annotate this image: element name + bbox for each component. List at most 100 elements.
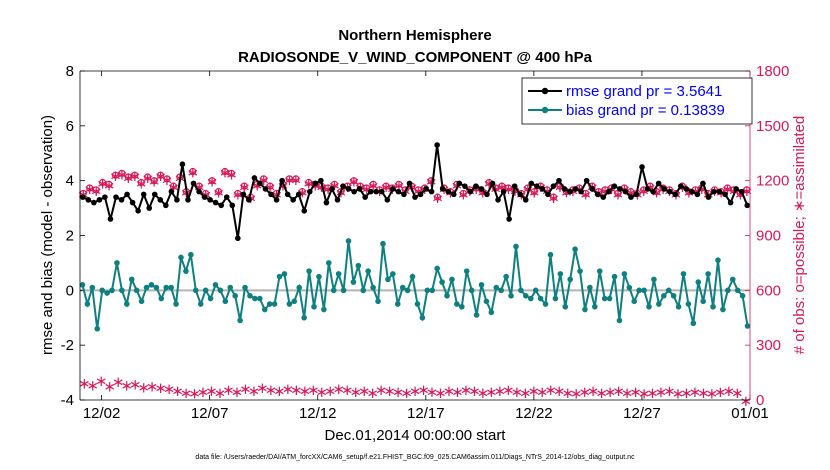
- rmse-point: [251, 175, 258, 181]
- bias-point: [508, 293, 514, 299]
- obs-assimilated-point: ∗: [103, 377, 116, 395]
- rmse-point: [617, 186, 623, 192]
- rmse-point: [666, 188, 673, 195]
- obs-assimilated-point: ∗: [655, 383, 668, 401]
- obs-assimilated-point: ∗: [273, 382, 286, 400]
- bias-point: [478, 282, 485, 288]
- rmse-point: [462, 183, 468, 189]
- rmse-point: [450, 191, 457, 198]
- obs-assimilated-point: ∗: [222, 381, 235, 399]
- obs-assimilated-point: ∗: [494, 382, 507, 400]
- bias-point: [355, 262, 362, 269]
- obs-assimilated-point: ∗: [206, 173, 219, 191]
- bias-point: [665, 287, 672, 294]
- obs-possible-point: [723, 184, 732, 192]
- obs-assimilated-point: ∗: [604, 383, 617, 401]
- rmse-point: [212, 199, 219, 206]
- obs-assimilated-point: ∗: [109, 167, 122, 185]
- bias-point: [444, 293, 450, 299]
- bias-point: [705, 271, 711, 277]
- rmse-point: [711, 188, 717, 195]
- bias-point: [340, 287, 347, 294]
- bias-point: [237, 317, 243, 324]
- obs-assimilated-point: ∗: [112, 373, 125, 391]
- rmse-point: [611, 183, 618, 189]
- obs-assimilated-point: ∗: [739, 392, 752, 410]
- bias-point: [518, 287, 524, 294]
- bias-point: [577, 268, 583, 274]
- legend-box: [521, 77, 753, 125]
- obs-possible-point: [137, 178, 145, 187]
- bias-point: [503, 273, 509, 280]
- bias-point: [572, 246, 578, 253]
- rmse-point: [661, 186, 667, 192]
- rmse-point: [434, 142, 440, 148]
- rmse-point: [495, 197, 501, 203]
- rmse-point: [113, 194, 119, 200]
- y-tick-label-right: 1500: [756, 118, 789, 135]
- bias-point: [532, 287, 539, 294]
- obs-possible-point: [208, 177, 216, 185]
- bias-point: [621, 271, 628, 277]
- rmse-point: [733, 186, 739, 192]
- obs-assimilated-point: ∗: [248, 382, 261, 400]
- rmse-point: [550, 183, 557, 189]
- rmse-point: [257, 180, 263, 187]
- bias-point: [192, 287, 199, 294]
- obs-possible-point: [98, 178, 107, 187]
- obs-assimilated-point: ∗: [612, 382, 625, 400]
- obs-assimilated-point: ∗: [205, 382, 218, 400]
- bias-point: [380, 240, 386, 247]
- bias-point: [84, 301, 91, 307]
- y-tick-label: -4: [61, 392, 74, 409]
- obs-possible-point: [337, 188, 345, 196]
- rmse-point: [539, 186, 546, 192]
- rmse-point: [644, 186, 651, 192]
- obs-assimilated-point: ∗: [332, 380, 345, 398]
- obs-assimilated-point: ∗: [663, 382, 676, 400]
- bias-point: [651, 276, 657, 283]
- obs-assimilated-point: ∗: [502, 381, 515, 399]
- bias-point: [720, 306, 726, 313]
- bias-point: [247, 293, 253, 299]
- obs-assimilated-point: ∗: [161, 171, 174, 189]
- obs-assimilated-point: ∗: [714, 383, 727, 401]
- y-tick-label: 6: [66, 118, 74, 135]
- rmse-point: [655, 180, 662, 187]
- obs-assimilated-point: ∗: [400, 384, 413, 402]
- bias-point: [232, 293, 238, 299]
- bias-point: [616, 317, 623, 324]
- y-tick-label: 8: [66, 63, 74, 80]
- rmse-point: [240, 191, 247, 198]
- bias-point: [601, 295, 608, 302]
- obs-possible-point: [260, 175, 268, 183]
- plot-background: [80, 71, 750, 400]
- rmse-point: [628, 194, 634, 200]
- bias-point: [227, 284, 234, 291]
- rmse-point: [522, 197, 529, 203]
- rmse-point: [511, 183, 518, 189]
- rmse-point: [727, 199, 734, 206]
- rmse-point: [318, 177, 324, 184]
- rmse-point: [329, 186, 335, 192]
- rmse-point: [700, 180, 706, 187]
- bias-point: [296, 284, 303, 291]
- rmse-point: [467, 188, 474, 195]
- bias-point: [104, 290, 110, 296]
- rmse-point: [157, 197, 164, 203]
- rmse-point: [284, 191, 291, 198]
- rmse-point: [312, 180, 319, 187]
- x-tick-label: 01/01: [731, 405, 769, 422]
- legend: rmse grand pr = 3.5641 bias grand pr = 0…: [521, 77, 753, 125]
- bias-point: [138, 298, 145, 305]
- obs-assimilated-point: ∗: [95, 372, 108, 390]
- obs-possible-point: [131, 171, 139, 179]
- rmse-point: [151, 191, 158, 198]
- obs-possible-point: [504, 184, 513, 192]
- obs-assimilated-point: ∗: [553, 382, 566, 400]
- bias-point: [207, 295, 214, 302]
- obs-assimilated-point: ∗: [723, 382, 736, 400]
- rmse-point: [694, 191, 701, 198]
- obs-assimilated-point: ∗: [731, 384, 744, 402]
- rmse-point: [716, 188, 723, 195]
